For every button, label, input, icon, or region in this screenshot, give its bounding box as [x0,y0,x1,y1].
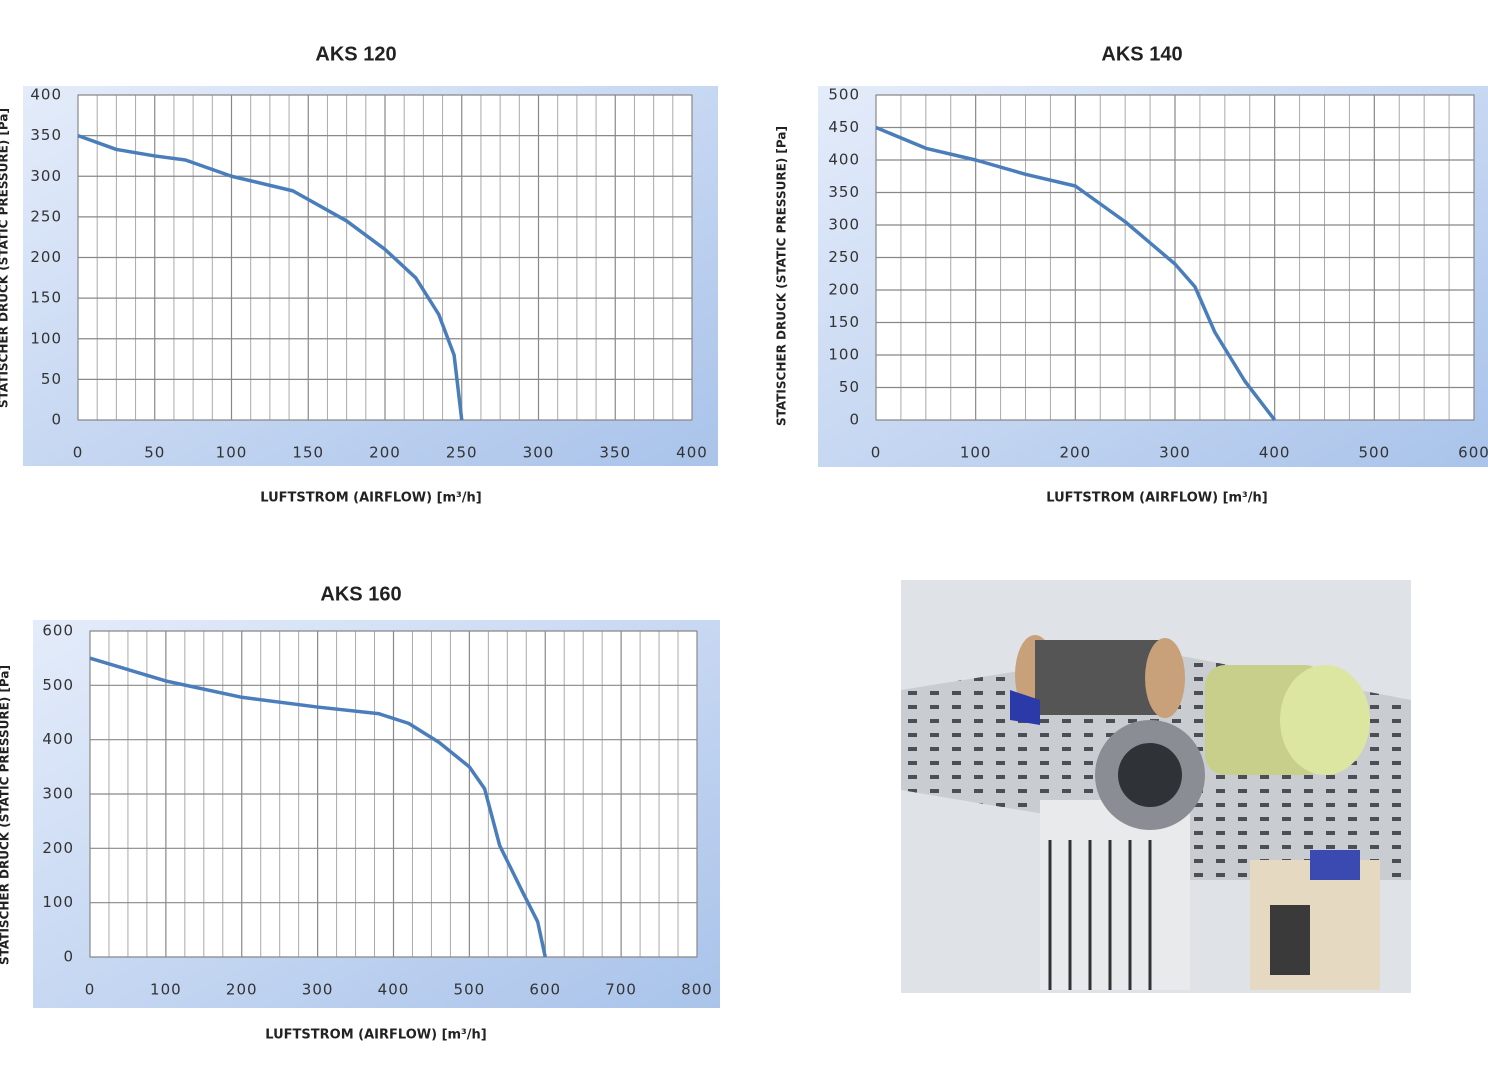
y-tick-label: 200 [30,248,62,266]
x-tick-label: 300 [302,981,334,999]
x-tick-label: 400 [378,981,410,999]
y-tick-label: 400 [42,730,74,748]
x-tick-label: 600 [529,981,561,999]
x-tick-label: 100 [960,444,992,462]
y-axis-label: STATISCHER DRUCK (STATIC PRESSURE) [Pa] [775,126,789,426]
y-tick-label: 350 [828,183,860,201]
chart: 0 100 200 300 400 500 600 0 50 100 150 200 250 300 350… [775,43,1488,505]
y-tick-label: 350 [30,126,62,144]
y-tick-label: 500 [42,676,74,694]
y-tick-label: 400 [30,86,62,104]
y-tick-label: 200 [828,281,860,299]
x-tick-label: 350 [599,444,631,462]
x-tick-label: 200 [1060,444,1092,462]
y-tick-label: 300 [828,216,860,234]
x-tick-label: 200 [369,444,401,462]
x-axis-label: LUFTSTROM (AIRFLOW) [m³/h] [1046,491,1267,506]
y-tick-label: 150 [30,289,62,307]
y-tick-label: 150 [828,313,860,331]
x-tick-label: 50 [144,444,165,462]
y-tick-label: 500 [828,86,860,104]
y-axis-label: STATISCHER DRUCK (STATIC PRESSURE) [Pa] [0,665,12,965]
y-tick-label: 100 [30,329,62,347]
y-axis-label: STATISCHER DRUCK (STATIC PRESSURE) [Pa] [0,108,11,408]
y-tick-label: 250 [828,248,860,266]
x-tick-label: 400 [1259,444,1291,462]
product-photo [901,580,1411,993]
x-tick-label: 0 [85,981,96,999]
y-tick-label: 600 [42,622,74,640]
chart: 0 100 200 300 400 500 600 700 800 0 100 200 300 400 50… [0,583,720,1042]
chart-title: AKS 120 [315,43,396,65]
x-tick-label: 100 [150,981,182,999]
chart: 0 50 100 150 200 250 300 350 400 0 50 100 150 200 250 3… [0,43,718,505]
x-tick-label: 200 [226,981,258,999]
y-tick-label: 50 [839,378,860,396]
y-tick-label: 300 [42,785,74,803]
chart-title: AKS 160 [320,583,401,605]
chart-title: AKS 140 [1101,43,1182,65]
y-tick-label: 300 [30,167,62,185]
x-tick-label: 150 [292,444,324,462]
y-tick-label: 100 [828,346,860,364]
y-tick-label: 250 [30,207,62,225]
y-tick-label: 50 [41,370,62,388]
x-axis-label: LUFTSTROM (AIRFLOW) [m³/h] [260,491,481,506]
x-tick-label: 0 [871,444,882,462]
y-tick-label: 100 [42,893,74,911]
y-tick-label: 400 [828,151,860,169]
x-tick-label: 800 [681,981,713,999]
x-tick-label: 500 [454,981,486,999]
x-tick-label: 500 [1359,444,1391,462]
y-tick-label: 0 [63,948,74,966]
x-tick-label: 0 [73,444,84,462]
x-tick-label: 700 [605,981,637,999]
x-tick-label: 400 [676,444,708,462]
y-tick-label: 0 [849,411,860,429]
x-tick-label: 300 [1159,444,1191,462]
x-tick-label: 250 [446,444,478,462]
y-tick-label: 200 [42,839,74,857]
y-tick-label: 450 [828,118,860,136]
x-tick-label: 300 [523,444,555,462]
x-axis-label: LUFTSTROM (AIRFLOW) [m³/h] [265,1028,486,1043]
x-tick-label: 100 [216,444,248,462]
y-tick-label: 0 [51,411,62,429]
x-tick-label: 600 [1458,444,1488,462]
